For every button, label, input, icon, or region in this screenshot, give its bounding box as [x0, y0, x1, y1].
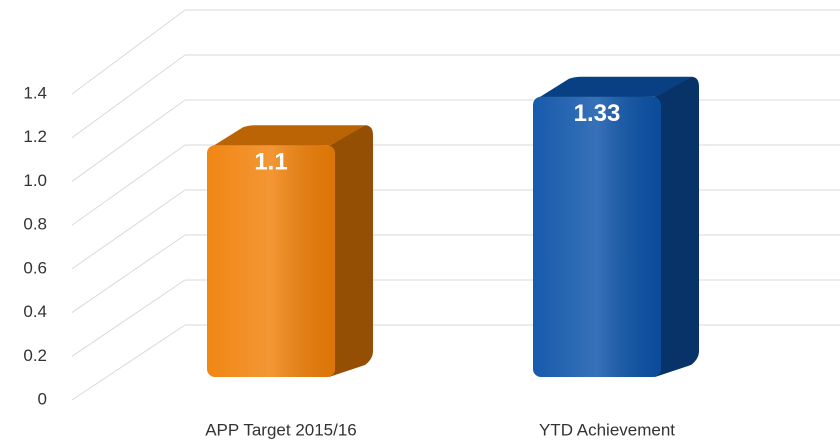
y-tick-label: 0.2	[23, 346, 47, 365]
grid-line	[71, 279, 186, 357]
y-tick-label: 1.4	[23, 83, 47, 102]
bar-shine	[207, 145, 335, 377]
grid-line	[71, 324, 186, 401]
bar-shine	[533, 96, 661, 377]
bar-side	[655, 76, 699, 377]
x-tick-label: APP Target 2015/16	[205, 420, 357, 439]
grid-line	[71, 54, 186, 139]
bar-top	[211, 125, 365, 148]
grid-line	[71, 99, 186, 182]
bar-side	[329, 125, 373, 377]
y-tick-label: 1.0	[23, 171, 47, 190]
data-label: 1.1	[254, 149, 287, 176]
bar-top	[537, 76, 691, 99]
grid-line	[71, 9, 186, 95]
y-tick-label: 0	[38, 389, 47, 408]
grid-line	[71, 189, 186, 270]
grid-line	[71, 144, 186, 226]
y-tick-label: 0.8	[23, 215, 47, 234]
grid-line	[71, 234, 186, 313]
x-tick-label: YTD Achievement	[539, 420, 675, 439]
y-tick-label: 0.6	[23, 258, 47, 277]
data-label: 1.33	[574, 100, 621, 127]
y-tick-label: 1.2	[23, 127, 47, 146]
y-tick-label: 0.4	[23, 302, 47, 321]
